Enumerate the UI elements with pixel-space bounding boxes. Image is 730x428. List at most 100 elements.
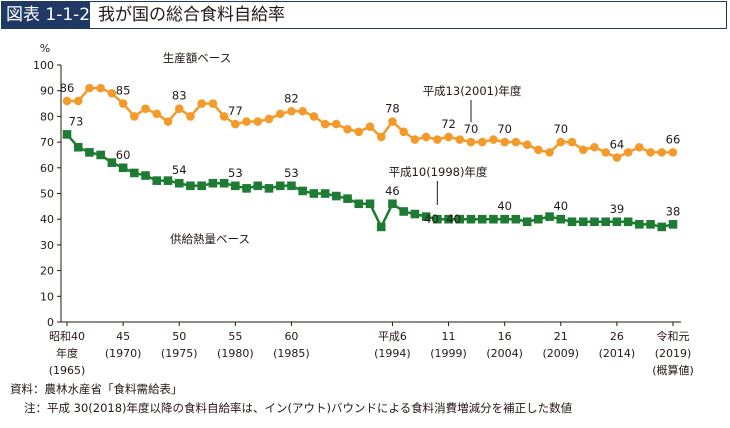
y-tick-label: 20 (40, 265, 54, 278)
data-label-production: 77 (228, 104, 243, 118)
data-point-supply (612, 217, 622, 227)
data-point-supply (635, 220, 644, 229)
data-point-supply (500, 214, 509, 224)
data-point-supply (668, 220, 678, 229)
annotation-label: 平成13(2001)年度 (423, 84, 522, 98)
x-tick-label: 60 (284, 330, 298, 343)
data-point-supply (163, 176, 173, 185)
data-point-production (578, 145, 588, 155)
data-point-supply (590, 217, 599, 227)
data-point-supply (455, 214, 465, 224)
data-point-production (130, 112, 139, 121)
data-point-production (197, 99, 206, 108)
data-point-supply (264, 184, 274, 193)
data-point-production (62, 96, 72, 106)
data-point-supply (242, 184, 251, 193)
x-tick-label: (2004) (486, 347, 523, 360)
data-point-supply (646, 220, 655, 229)
y-tick-label: 70 (40, 136, 54, 149)
data-label-production: 85 (116, 84, 131, 98)
data-point-supply (253, 181, 263, 191)
data-label-production: 72 (441, 117, 456, 131)
data-label-production: 64 (610, 138, 625, 152)
data-point-production (365, 122, 375, 131)
data-label-supply: 38 (666, 204, 681, 218)
data-point-supply (623, 217, 633, 227)
data-point-supply (186, 181, 195, 191)
x-tick-label: (1965) (49, 364, 86, 377)
data-point-production (332, 119, 341, 129)
data-label-production: 86 (60, 81, 75, 95)
data-point-production (646, 148, 655, 157)
y-tick-label: 0 (47, 316, 54, 329)
x-tick-label: (1980) (217, 347, 254, 360)
data-point-production (668, 148, 678, 157)
data-point-production (298, 106, 307, 116)
x-tick-label: (1970) (105, 347, 142, 360)
data-point-supply (556, 214, 566, 224)
y-tick-label: 50 (40, 188, 54, 201)
x-tick-label: (2019) (655, 347, 692, 360)
data-label-supply: 40 (424, 212, 439, 226)
data-point-production (354, 127, 364, 137)
data-point-supply (73, 142, 83, 152)
data-label-production: 82 (284, 91, 299, 105)
data-label-production: 70 (553, 122, 568, 136)
data-point-production (141, 104, 150, 113)
data-point-production (118, 99, 128, 108)
data-point-production (567, 137, 577, 147)
data-point-production (208, 99, 218, 108)
data-point-production (545, 148, 554, 157)
data-point-production (85, 83, 94, 93)
data-point-production (477, 137, 487, 147)
data-point-production (421, 132, 431, 142)
x-tick-label: 平成6 (378, 330, 407, 343)
data-point-supply (332, 191, 341, 201)
data-point-supply (141, 171, 150, 180)
data-point-supply (287, 181, 296, 191)
data-point-production (309, 112, 319, 121)
data-point-production (231, 119, 240, 129)
data-point-supply (534, 214, 543, 224)
y-axis-unit: % (40, 42, 50, 55)
data-label-supply: 60 (116, 148, 131, 162)
y-tick-label: 30 (40, 239, 54, 252)
y-tick-label: 40 (40, 213, 54, 226)
x-tick-label: 年度 (56, 346, 78, 360)
data-label-production: 78 (385, 102, 400, 116)
data-label-supply: 40 (497, 199, 512, 213)
data-point-supply (343, 194, 352, 203)
data-point-production (534, 145, 543, 155)
x-tick-label: 50 (172, 330, 186, 343)
data-point-supply (657, 222, 667, 232)
data-point-supply (466, 214, 476, 224)
data-point-supply (444, 214, 453, 224)
data-label-supply: 39 (610, 202, 625, 216)
data-point-supply (601, 217, 610, 227)
data-point-supply (298, 186, 307, 196)
data-point-production (444, 132, 453, 142)
data-point-supply (231, 181, 240, 191)
y-tick-label: 80 (40, 110, 54, 123)
data-point-supply (433, 214, 442, 224)
data-point-production (601, 148, 610, 157)
data-point-supply (578, 217, 588, 227)
data-point-production (73, 96, 83, 106)
figure-header: 図表 1-1-2 我が国の総合食料自給率 (1, 1, 727, 29)
data-point-production (163, 117, 173, 126)
data-point-production (635, 142, 644, 152)
x-tick-label: 令和元 (657, 329, 690, 343)
data-label-production: 70 (464, 122, 479, 136)
data-point-production (623, 148, 633, 157)
data-point-supply (567, 217, 577, 227)
data-point-production (522, 140, 532, 149)
data-point-supply (96, 150, 105, 160)
data-point-production (433, 135, 442, 144)
data-point-supply (511, 214, 521, 224)
data-point-production (320, 119, 330, 129)
data-point-production (287, 106, 296, 116)
data-point-supply (354, 199, 364, 209)
x-tick-label: (1999) (430, 347, 467, 360)
data-label-supply: 53 (228, 166, 243, 180)
data-point-production (590, 142, 599, 152)
